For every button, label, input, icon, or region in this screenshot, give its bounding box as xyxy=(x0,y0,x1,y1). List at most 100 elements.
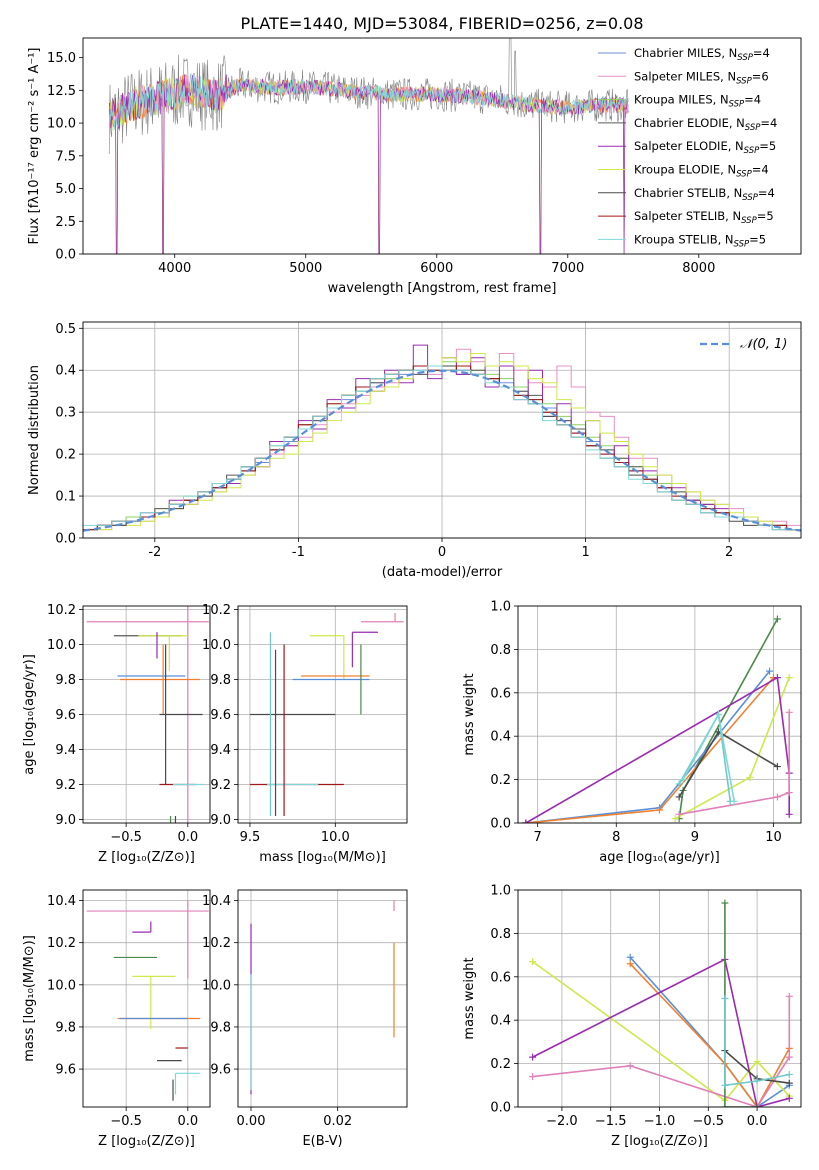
series-line-teal xyxy=(724,998,790,1087)
axes-frame xyxy=(517,889,802,1108)
y-tick-label: 12.5 xyxy=(47,84,76,99)
legend-entry: Kroupa STELIB, NSSP=5 xyxy=(634,232,766,249)
legend-entry: 𝒩(0, 1) xyxy=(740,337,787,352)
legend-entry: Salpeter ELODIE, NSSP=5 xyxy=(634,139,776,156)
histogram-series-ke xyxy=(83,353,801,538)
y-tick-label: 10.2 xyxy=(202,603,231,618)
legend-sub: SSP xyxy=(736,76,752,86)
spectrum-line-data xyxy=(108,38,629,254)
x-tick-label: 0.02 xyxy=(323,1114,352,1129)
y-axis-label: mass weight xyxy=(462,673,477,755)
x-tick-label: 1 xyxy=(581,545,589,560)
y-tick-label: 10.2 xyxy=(47,603,76,618)
legend-label: Kroupa ELODIE, N xyxy=(634,163,736,177)
plot-area-mass_vs_Z xyxy=(86,900,209,1101)
legend-label: Salpeter ELODIE, N xyxy=(634,139,744,153)
legend-entry: Chabrier STELIB, NSSP=4 xyxy=(634,186,775,203)
y-tick-label: 10.0 xyxy=(47,978,76,993)
plot-area-residuals xyxy=(83,344,801,538)
series-marker xyxy=(656,806,663,814)
series-line-se xyxy=(532,958,790,1107)
legend-tail: =4 xyxy=(753,46,770,60)
y-tick-label: 9.0 xyxy=(210,813,231,828)
panel-spectrum: 4000 5000 6000 7000 8000 0.0 2.5 5.0 7.5 10.0 12.5… xyxy=(27,37,802,296)
y-tick-label: 0.0 xyxy=(490,1101,511,1116)
y-tick-label: 10.4 xyxy=(47,894,76,909)
x-tick-label: −1.0 xyxy=(644,1114,676,1129)
legend-tail: =4 xyxy=(744,93,761,107)
x-tick-label: 10 xyxy=(765,830,782,845)
series-marker xyxy=(785,1053,793,1061)
x-tick-label: 0.00 xyxy=(237,1114,266,1129)
series-marker xyxy=(773,615,781,623)
y-tick-label: 10.0 xyxy=(202,978,231,993)
y-tick-label: 9.0 xyxy=(55,813,76,828)
series-line-blue xyxy=(629,956,790,1107)
y-tick-label: 10.0 xyxy=(47,638,76,653)
legend-sub: SSP xyxy=(742,193,758,203)
y-tick-label: 5.0 xyxy=(55,182,76,197)
errorbar-point xyxy=(360,613,404,623)
y-tick-label: 9.8 xyxy=(55,673,76,688)
legend-sub: SSP xyxy=(734,239,750,249)
legend-entry: Chabrier ELODIE, NSSP=4 xyxy=(634,116,777,133)
y-tick-label: 9.6 xyxy=(55,708,76,723)
legend-sub: SSP xyxy=(737,53,753,63)
x-tick-label: −0.5 xyxy=(110,830,142,845)
legend-tail: =5 xyxy=(759,139,776,153)
series-marker xyxy=(671,815,679,823)
x-axis-label: age [log₁₀(age/yr)] xyxy=(599,850,720,865)
legend-entry: Kroupa ELODIE, NSSP=4 xyxy=(634,163,769,180)
series-line-pink xyxy=(679,712,790,816)
y-axis-label: mass [log₁₀(M/M⊙)] xyxy=(22,935,37,1062)
legend-label: Chabrier ELODIE, N xyxy=(634,116,745,130)
errorbar-point xyxy=(159,644,203,785)
y-tick-label: 9.4 xyxy=(210,743,231,758)
series-line-pink xyxy=(532,996,791,1107)
errorbar-point xyxy=(309,635,345,680)
x-tick-label: 4000 xyxy=(158,261,191,276)
series-marker xyxy=(785,1094,793,1102)
y-tick-label: 9.2 xyxy=(55,778,76,793)
y-tick-label: 10.0 xyxy=(202,638,231,653)
x-tick-label: 0.0 xyxy=(747,1114,768,1129)
x-tick-label: −2.0 xyxy=(546,1114,578,1129)
axes-frame xyxy=(82,889,211,1108)
y-tick-label: 2.5 xyxy=(55,215,76,230)
legend-label: Salpeter MILES, N xyxy=(634,69,736,83)
y-tick-label: 0.4 xyxy=(55,364,76,379)
y-axis-label: age [log₁₀(age/yr)] xyxy=(22,654,37,775)
axes-frame xyxy=(82,321,802,539)
x-tick-label: 9 xyxy=(691,830,699,845)
y-tick-label: 9.4 xyxy=(55,743,76,758)
panel-mass_vs_EBV: 0.00 0.02 9.6 9.8 10.0 10.2 10.4 E(B-V) xyxy=(202,889,408,1149)
errorbar-point xyxy=(119,644,201,715)
y-tick-label: 0.2 xyxy=(55,448,76,463)
y-tick-label: 1.0 xyxy=(490,600,511,615)
legend-tail: =4 xyxy=(758,186,775,200)
series-marker xyxy=(785,810,793,818)
series-marker xyxy=(529,958,537,966)
x-tick-label: −1.5 xyxy=(595,1114,627,1129)
x-axis-label: mass [log₁₀(M/M⊙)] xyxy=(259,850,386,865)
legend-label: Chabrier MILES, N xyxy=(634,46,737,60)
axes-frame xyxy=(237,889,408,1108)
y-tick-label: 0.2 xyxy=(490,773,511,788)
gaussian-curve xyxy=(83,369,801,532)
series-marker xyxy=(730,797,738,805)
plot-area-massweight_vs_Z xyxy=(529,899,793,1107)
y-tick-label: 10.2 xyxy=(202,936,231,951)
y-tick-label: 9.8 xyxy=(210,673,231,688)
legend-entry: Kroupa MILES, NSSP=4 xyxy=(634,93,761,110)
series-marker xyxy=(626,960,634,968)
series-line-green xyxy=(724,903,758,1107)
series-marker xyxy=(721,1103,729,1107)
errorbar-point xyxy=(132,975,176,1030)
x-tick-label: 0.0 xyxy=(177,1114,198,1129)
legend-sub: SSP xyxy=(736,170,752,180)
legend-label: Kroupa MILES, N xyxy=(634,93,729,107)
series-line-ke xyxy=(532,960,790,1102)
legend-sub: SSP xyxy=(729,100,745,110)
